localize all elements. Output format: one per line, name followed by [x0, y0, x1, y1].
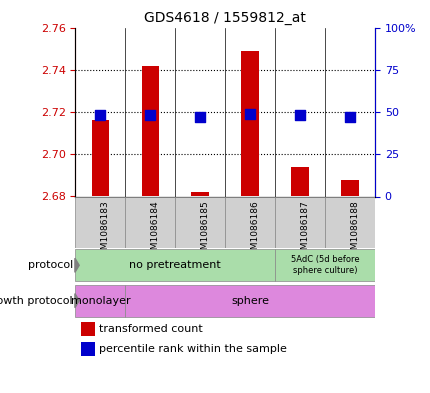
Text: transformed count: transformed count	[99, 324, 203, 334]
Text: no pretreatment: no pretreatment	[129, 260, 221, 270]
Bar	[175, 196, 224, 248]
Text: GSM1086185: GSM1086185	[200, 200, 209, 261]
Bar	[274, 196, 324, 248]
Bar	[81, 322, 95, 336]
Text: protocol: protocol	[28, 260, 73, 270]
Text: GSM1086187: GSM1086187	[299, 200, 308, 261]
Title: GDS4618 / 1559812_at: GDS4618 / 1559812_at	[144, 11, 305, 25]
Bar	[125, 285, 374, 316]
Point	[147, 112, 154, 119]
Text: GSM1086188: GSM1086188	[349, 200, 358, 261]
Bar	[191, 192, 209, 196]
Text: GSM1086184: GSM1086184	[150, 200, 159, 261]
Bar	[125, 196, 175, 248]
Bar	[241, 51, 258, 196]
Bar	[81, 342, 95, 356]
Bar	[274, 249, 374, 281]
Text: GSM1086186: GSM1086186	[249, 200, 258, 261]
Point	[346, 114, 353, 120]
Bar	[92, 120, 109, 196]
Bar	[75, 196, 125, 248]
Bar	[324, 196, 374, 248]
Text: growth protocol: growth protocol	[0, 296, 73, 306]
Bar	[75, 285, 125, 316]
Bar	[141, 66, 159, 196]
Text: monolayer: monolayer	[71, 296, 130, 306]
Text: GSM1086183: GSM1086183	[100, 200, 109, 261]
Bar	[291, 167, 308, 196]
Text: sphere: sphere	[230, 296, 269, 306]
Bar	[341, 180, 358, 196]
Polygon shape	[75, 258, 79, 272]
Point	[197, 114, 203, 120]
Point	[246, 110, 253, 117]
Polygon shape	[75, 294, 79, 308]
Text: 5AdC (5d before
sphere culture): 5AdC (5d before sphere culture)	[290, 255, 359, 275]
Point	[296, 112, 303, 119]
Point	[97, 112, 104, 119]
Bar	[75, 249, 274, 281]
Text: percentile rank within the sample: percentile rank within the sample	[99, 344, 287, 354]
Bar	[224, 196, 274, 248]
